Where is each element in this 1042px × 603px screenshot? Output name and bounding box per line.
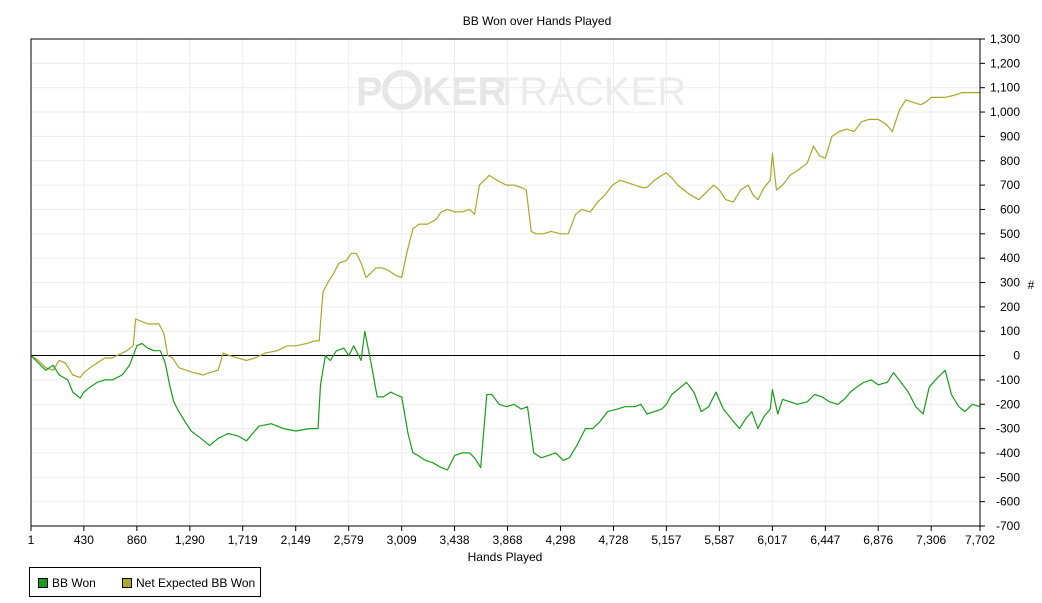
y-tick-label: -100	[996, 373, 1020, 387]
chart-legend: BB Won Net Expected BB Won	[29, 567, 261, 597]
x-axis-label: Hands Played	[468, 550, 543, 564]
x-tick-label: 5,157	[651, 533, 681, 547]
x-tick-label: 7,306	[916, 533, 946, 547]
legend-swatch-net-expected	[122, 578, 132, 588]
x-tick-label: 7,702	[965, 533, 995, 547]
y-tick-label: 800	[1000, 154, 1020, 168]
y-tick-label: -200	[996, 397, 1020, 411]
y-tick-label: 1,200	[990, 56, 1020, 70]
chart-title: BB Won over Hands Played	[463, 14, 612, 28]
y-tick-label: 900	[1000, 129, 1020, 143]
series-layer	[30, 92, 981, 471]
y-tick-label: 0	[1013, 349, 1020, 363]
x-tick-label: 5,587	[704, 533, 734, 547]
x-tick-label: 860	[127, 533, 147, 547]
x-tick-label: 1,290	[175, 533, 205, 547]
y-tick-label: -400	[996, 446, 1020, 460]
y-tick-label: -600	[996, 495, 1020, 509]
grid-lines	[30, 38, 981, 527]
x-tick-label: 4,298	[546, 533, 576, 547]
y-tick-label: 100	[1000, 324, 1020, 338]
series-line-bb-won	[30, 330, 981, 471]
y-tick-label: 1,000	[990, 105, 1020, 119]
y-tick-label: 1,300	[990, 32, 1020, 46]
x-tick-label: 2,579	[334, 533, 364, 547]
legend-swatch-bb-won	[38, 578, 48, 588]
legend-label-bb-won: BB Won	[52, 576, 96, 590]
x-tick-label: 3,009	[387, 533, 417, 547]
x-tick-label: 6,017	[757, 533, 787, 547]
y-axis-ticks: 1,300 1,200 1,100 1,000 900 800 700 600 500 400 30…	[980, 32, 1020, 533]
x-tick-label: 1	[28, 533, 35, 547]
legend-label-net-expected: Net Expected BB Won	[136, 576, 256, 590]
legend-item-net-expected: Net Expected BB Won	[122, 576, 255, 590]
y-tick-label: 600	[1000, 202, 1020, 216]
watermark-tracker: TRACKER	[495, 70, 686, 114]
y-axis-label: #	[1028, 278, 1035, 292]
y-tick-label: -300	[996, 422, 1020, 436]
x-tick-label: 430	[74, 533, 94, 547]
y-tick-label: 200	[1000, 300, 1020, 314]
x-tick-label: 2,149	[281, 533, 311, 547]
x-tick-label: 6,447	[810, 533, 840, 547]
legend-item-bb-won: BB Won	[38, 576, 96, 590]
y-tick-label: 500	[1000, 227, 1020, 241]
pokertracker-watermark: P KER TRACKER	[356, 70, 686, 114]
x-tick-label: 6,876	[863, 533, 893, 547]
x-axis-ticks: 1 430 860 1,290 1,719 2,149 2,579 3,009 3,438 3,8…	[28, 526, 995, 547]
y-tick-label: -700	[996, 519, 1020, 533]
watermark-p: P	[356, 70, 383, 114]
watermark-ker: KER	[422, 70, 507, 114]
y-tick-label: 1,100	[990, 81, 1020, 95]
y-tick-label: -500	[996, 470, 1020, 484]
y-tick-label: 300	[1000, 276, 1020, 290]
series-line-net-expected-bb-won	[30, 92, 980, 379]
y-tick-label: 400	[1000, 251, 1020, 265]
y-tick-label: 700	[1000, 178, 1020, 192]
x-tick-label: 1,719	[228, 533, 258, 547]
x-tick-label: 3,438	[440, 533, 470, 547]
x-tick-label: 4,728	[598, 533, 628, 547]
x-tick-label: 3,868	[493, 533, 523, 547]
